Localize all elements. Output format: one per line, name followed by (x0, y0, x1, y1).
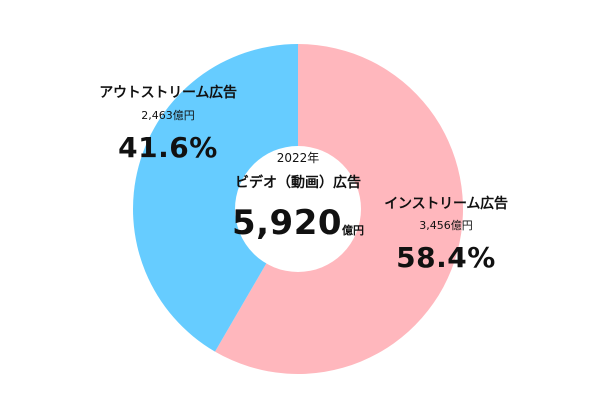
instream-amount-label: 3,456億円 (419, 219, 473, 232)
center-total-unit: 億円 (342, 224, 365, 237)
outstream-amount-label: 2,463億円 (141, 109, 195, 122)
center-year-label: 2022年 (276, 151, 320, 165)
center-total-group: 5,920億円 (232, 206, 364, 240)
instream-name-label: インストリーム広告 (384, 196, 508, 212)
donut-hole (235, 146, 361, 272)
center-title-label: ビデオ（動画）広告 (235, 175, 361, 191)
instream-percent-label: 58.4% (396, 241, 496, 274)
center-total-value: 5,920 (231, 203, 343, 243)
outstream-name-label: アウトストリーム広告 (99, 85, 237, 101)
outstream-slice (133, 44, 298, 352)
outstream-percent-label: 41.6% (118, 131, 218, 164)
